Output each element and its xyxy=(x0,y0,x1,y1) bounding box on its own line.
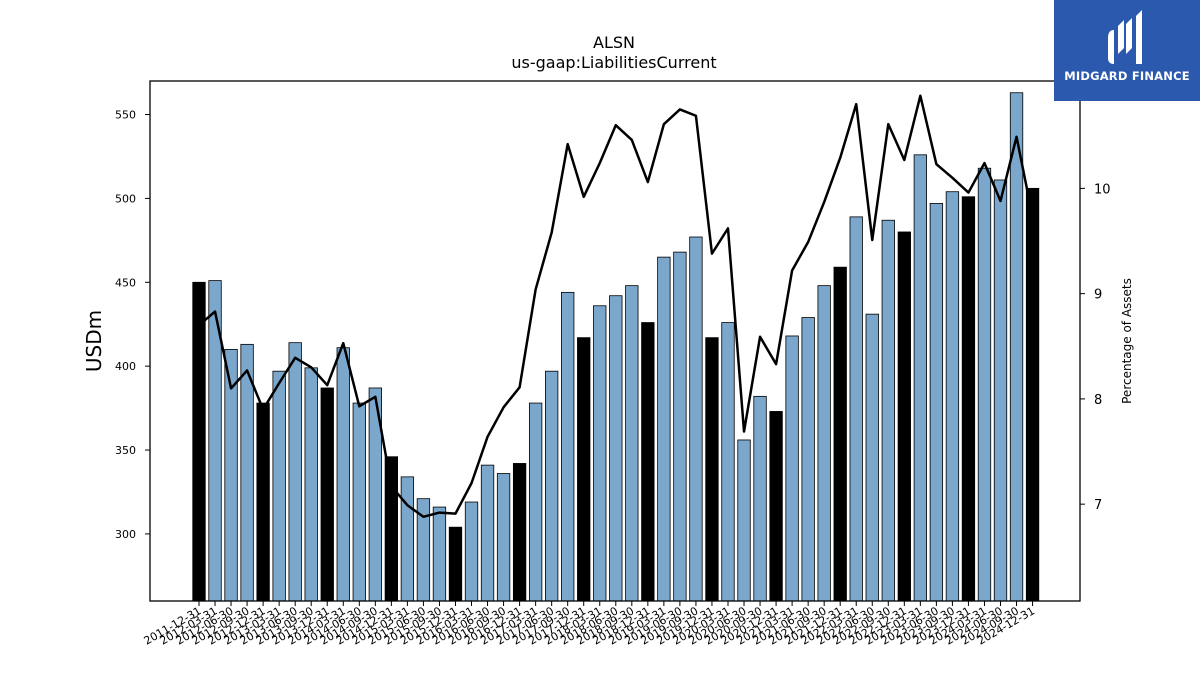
bar-2022-12-31 xyxy=(897,231,911,602)
bar-2020-09-30 xyxy=(753,395,767,602)
bar-2013-06-30 xyxy=(288,342,302,602)
y-tick-label: 550 xyxy=(115,109,136,122)
plot-frame xyxy=(149,80,1081,602)
bar-2017-06-30 xyxy=(545,370,559,602)
bar-2017-12-31 xyxy=(577,337,591,602)
y-tick-label: 350 xyxy=(115,444,136,457)
bar-2018-09-30 xyxy=(625,285,639,602)
bar-2015-09-30 xyxy=(432,506,447,602)
bar-2020-12-31 xyxy=(769,411,783,602)
bar-2024-03-31 xyxy=(977,167,992,602)
y2-tick-label: 10 xyxy=(1094,182,1111,197)
bar-2019-09-30 xyxy=(689,236,703,602)
y2-tick-label: 8 xyxy=(1094,393,1102,408)
y2-tick-label: 9 xyxy=(1094,288,1102,303)
bar-2019-03-31 xyxy=(657,256,671,602)
bar-2024-06-30 xyxy=(993,179,1008,602)
bar-2024-12-31 xyxy=(1025,187,1040,602)
midgard-finance-logo: MIDGARD FINANCE xyxy=(1054,0,1200,101)
bar-2012-12-31 xyxy=(256,402,270,602)
bar-2014-03-31 xyxy=(336,347,350,602)
bar-2016-03-31 xyxy=(464,501,479,602)
bar-2022-06-30 xyxy=(865,313,879,602)
bar-2019-06-30 xyxy=(673,251,687,602)
y-tick-label: 450 xyxy=(115,276,136,289)
bar-2023-12-31 xyxy=(961,196,976,602)
chart-subtitle: us-gaap:LiabilitiesCurrent xyxy=(511,53,716,72)
percentage-line xyxy=(198,94,1034,519)
y2-axis-label: Percentage of Assets xyxy=(1120,278,1134,404)
bar-2019-12-31 xyxy=(705,337,719,602)
bar-2020-06-30 xyxy=(737,439,751,602)
bar-2013-09-30 xyxy=(304,367,318,602)
bar-2016-09-30 xyxy=(496,473,511,602)
y-axis-right: 7 8 9 10 xyxy=(1080,182,1111,513)
y-tick-label: 300 xyxy=(115,528,136,541)
y-tick-label: 500 xyxy=(115,192,136,205)
bar-2015-12-31 xyxy=(448,526,463,602)
bar-2022-03-31 xyxy=(849,216,863,602)
bar-2022-09-30 xyxy=(881,219,895,602)
bar-2014-12-31 xyxy=(384,456,399,602)
logo-text: MIDGARD FINANCE xyxy=(1064,69,1190,83)
y-axis-left: 300 350 400 450 500 550 xyxy=(115,109,150,541)
bar-2017-09-30 xyxy=(561,291,575,602)
bar-2016-06-30 xyxy=(480,464,495,602)
bar-2014-06-30 xyxy=(352,402,366,602)
bar-2021-03-31 xyxy=(785,335,799,602)
bar-2016-12-31 xyxy=(512,463,527,602)
bar-2017-03-31 xyxy=(528,402,543,602)
bar-2023-06-30 xyxy=(929,203,944,602)
bar-2023-03-31 xyxy=(913,154,927,602)
bar-series xyxy=(192,92,1040,602)
bar-2021-12-31 xyxy=(833,266,847,602)
bar-2023-09-30 xyxy=(945,191,960,602)
y-axis-label: USDm xyxy=(82,310,106,372)
bar-2024-09-30 xyxy=(1009,92,1024,602)
bar-2011-12-31 xyxy=(192,281,206,602)
bar-2013-12-31 xyxy=(320,387,334,602)
bar-2018-06-30 xyxy=(609,295,623,602)
bar-2018-12-31 xyxy=(641,322,655,602)
bar-2013-03-31 xyxy=(272,370,286,602)
bar-2021-09-30 xyxy=(817,285,831,602)
y2-tick-label: 7 xyxy=(1094,498,1102,513)
bar-2021-06-30 xyxy=(801,317,815,602)
bar-2018-03-31 xyxy=(593,305,607,602)
x-axis: 2011-12-312012-03-312012-06-302012-09-30… xyxy=(142,601,1037,648)
bar-2015-03-31 xyxy=(400,476,415,602)
bar-2020-03-31 xyxy=(721,322,735,602)
chart-title: ALSN xyxy=(593,33,635,52)
logo-mark-icon xyxy=(1108,10,1142,64)
y-tick-label: 400 xyxy=(115,360,136,373)
